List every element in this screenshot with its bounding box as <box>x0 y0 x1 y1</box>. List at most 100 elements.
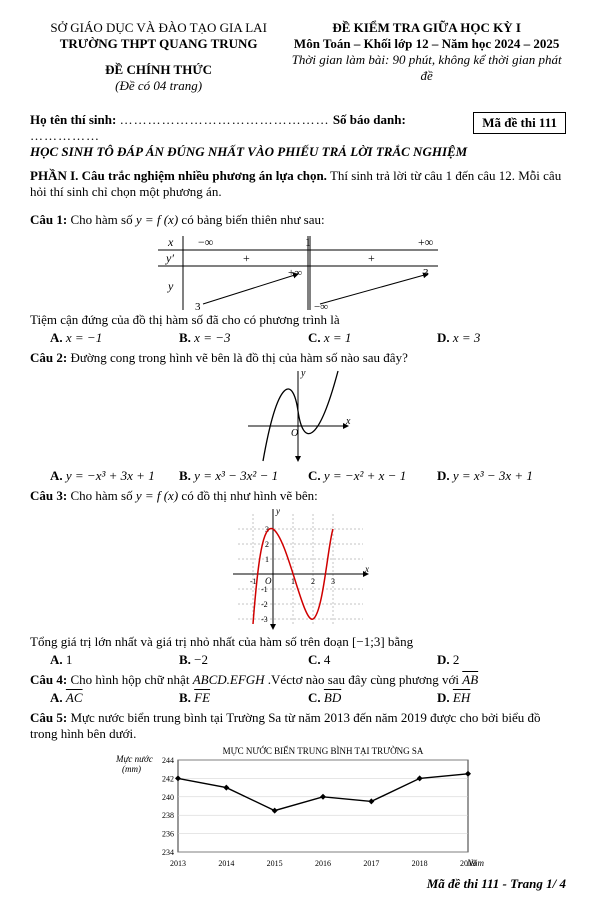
header-right: ĐỀ KIỂM TRA GIỮA HỌC KỲ I Môn Toán – Khố… <box>287 20 566 94</box>
vt-one: 1 <box>305 235 311 249</box>
q5-chart: Mực nước(mm) MỰC NƯỚC BIỂN TRUNG BÌNH TẠI… <box>108 742 488 872</box>
dept: SỞ GIÁO DỤC VÀ ĐÀO TẠO GIA LAI <box>30 20 287 36</box>
q3-graph: O x y -1 1 2 3 3 2 1 -1 -2 -3 <box>223 504 373 634</box>
q3-yn2: -2 <box>261 600 268 609</box>
vt-pinf1: +∞ <box>418 235 433 249</box>
q5-label: Câu 5: <box>30 710 67 725</box>
subject: Môn Toán – Khối lớp 12 – Năm học 2024 – … <box>287 36 566 52</box>
header-left: SỞ GIÁO DỤC VÀ ĐÀO TẠO GIA LAI TRƯỜNG TH… <box>30 20 287 94</box>
q1-b: B. x = −3 <box>179 330 308 346</box>
q3-xn1: -1 <box>250 577 257 586</box>
q1-t1: Cho hàm số <box>70 212 135 227</box>
q2-graph: O x y <box>243 366 353 466</box>
q4-options: A. AC B. FE C. BD D. EH <box>50 690 566 706</box>
q4-label: Câu 4: <box>30 672 67 687</box>
q3-y: y <box>275 506 280 516</box>
svg-text:234: 234 <box>162 848 174 857</box>
vt-t3: 3 <box>423 267 429 279</box>
svg-text:238: 238 <box>162 811 174 820</box>
student-row: Mã đề thi 111 Họ tên thí sinh: ………………………… <box>30 112 566 144</box>
q2-text: Đường cong trong hình vẽ bên là đồ thị c… <box>70 350 407 365</box>
q3-b: B. −2 <box>179 652 308 668</box>
q1-label: Câu 1: <box>30 212 67 227</box>
vt-yp: y′ <box>165 251 174 265</box>
q2-b: B. y = x³ − 3x² − 1 <box>179 468 308 484</box>
q2-o: O <box>291 428 298 439</box>
vt-x: x <box>167 235 174 249</box>
q3-x: x <box>364 564 369 574</box>
q3-y2: 2 <box>265 540 269 549</box>
q4-vec: AB <box>462 672 478 687</box>
page-header: SỞ GIÁO DỤC VÀ ĐÀO TẠO GIA LAI TRƯỜNG TH… <box>30 20 566 94</box>
q4-c: C. BD <box>308 690 437 706</box>
q5-text: Mực nước biển trung bình tại Trường Sa t… <box>30 710 540 741</box>
q3-x2: 2 <box>311 577 315 586</box>
question-2: Câu 2: Đường cong trong hình vẽ bên là đ… <box>30 350 566 366</box>
q3-yn3: -3 <box>261 615 268 624</box>
q1-t2: có bảng biến thiên như sau: <box>181 212 324 227</box>
q4-d: D. EH <box>437 690 566 706</box>
question-1: Câu 1: Cho hàm số y = f (x) có bảng biến… <box>30 212 566 228</box>
vt-tpinf: +∞ <box>288 267 302 279</box>
q1-options: A. x = −1 B. x = −3 C. x = 1 D. x = 3 <box>50 330 566 346</box>
svg-text:Mực nước: Mực nước <box>115 754 153 764</box>
q1-a: A. x = −1 <box>50 330 179 346</box>
q3-a: A. 1 <box>50 652 179 668</box>
svg-text:244: 244 <box>162 756 174 765</box>
svg-text:2015: 2015 <box>267 859 283 868</box>
q1-d: D. x = 3 <box>437 330 566 346</box>
svg-text:2016: 2016 <box>315 859 331 868</box>
q3-d: D. 2 <box>437 652 566 668</box>
q3-t2: có đồ thị như hình vẽ bên: <box>181 488 317 503</box>
q2-x: x <box>345 416 351 427</box>
q2-label: Câu 2: <box>30 350 67 365</box>
q2-d: D. y = x³ − 3x + 1 <box>437 468 566 484</box>
name-label: Họ tên thí sinh: <box>30 112 116 127</box>
q4-b: B. FE <box>179 690 308 706</box>
question-5: Câu 5: Mực nước biển trung bình tại Trườ… <box>30 710 566 742</box>
id-label: Số báo danh: <box>333 112 406 127</box>
q2-options: A. y = −x³ + 3x + 1 B. y = x³ − 3x² − 1 … <box>50 468 566 484</box>
exam-code: Mã đề thi 111 <box>473 112 566 134</box>
svg-text:2013: 2013 <box>170 859 186 868</box>
main-instruction: HỌC SINH TÔ ĐÁP ÁN ĐÚNG NHẤT VÀO PHIẾU T… <box>30 144 566 160</box>
svg-text:236: 236 <box>162 830 174 839</box>
svg-text:Năm: Năm <box>466 858 485 868</box>
id-dots: …………… <box>30 128 100 143</box>
pages: (Đề có 04 trang) <box>30 78 287 94</box>
q4-t1: Cho hình hộp chữ nhật <box>70 672 192 687</box>
q1-followup: Tiệm cận đứng của đồ thị hàm số đã cho c… <box>30 312 566 328</box>
q2-c: C. y = −x² + x − 1 <box>308 468 437 484</box>
part1-title: PHẦN I. Câu trắc nghiệm nhiều phương án … <box>30 168 327 183</box>
exam-title: ĐỀ KIỂM TRA GIỮA HỌC KỲ I <box>287 20 566 36</box>
vt-y: y <box>167 279 174 293</box>
name-dots: ……………………………………… <box>120 112 330 127</box>
vt-plus1: + <box>243 251 250 265</box>
q3-t1: Cho hàm số <box>70 488 135 503</box>
svg-text:MỰC NƯỚC BIỂN TRUNG BÌNH TẠI T: MỰC NƯỚC BIỂN TRUNG BÌNH TẠI TRƯỜNG SA <box>223 746 424 756</box>
q3-yn1: -1 <box>261 585 268 594</box>
q3-x3: 3 <box>331 577 335 586</box>
question-3: Câu 3: Cho hàm số y = f (x) có đồ thị nh… <box>30 488 566 504</box>
q4-a: A. AC <box>50 690 179 706</box>
vt-plus2: + <box>368 251 375 265</box>
q1-formula: y = f (x) <box>136 212 178 227</box>
q3-followup: Tổng giá trị lớn nhất và giá trị nhỏ nhấ… <box>30 634 566 650</box>
q3-options: A. 1 B. −2 C. 4 D. 2 <box>50 652 566 668</box>
svg-text:2018: 2018 <box>412 859 428 868</box>
q2-y: y <box>300 368 306 379</box>
duration: Thời gian làm bài: 90 phút, không kể thờ… <box>287 52 566 84</box>
svg-text:240: 240 <box>162 793 174 802</box>
q3-y1: 1 <box>265 555 269 564</box>
svg-text:(mm): (mm) <box>122 764 141 774</box>
school: TRƯỜNG THPT QUANG TRUNG <box>30 36 287 52</box>
q4-t2: .Véctơ nào sau đây cùng phương với <box>268 672 462 687</box>
official: ĐỀ CHÍNH THỨC <box>30 62 287 78</box>
variation-table: x −∞ 1 +∞ y′ + + y 3 +∞ −∞ 3 <box>148 232 448 312</box>
part1: PHẦN I. Câu trắc nghiệm nhiều phương án … <box>30 168 566 200</box>
q1-c: C. x = 1 <box>308 330 437 346</box>
svg-text:2014: 2014 <box>218 859 234 868</box>
footer: Mã đề thi 111 - Trang 1/ 4 <box>30 876 566 892</box>
svg-text:2017: 2017 <box>363 859 379 868</box>
vt-bminf: −∞ <box>314 301 328 312</box>
